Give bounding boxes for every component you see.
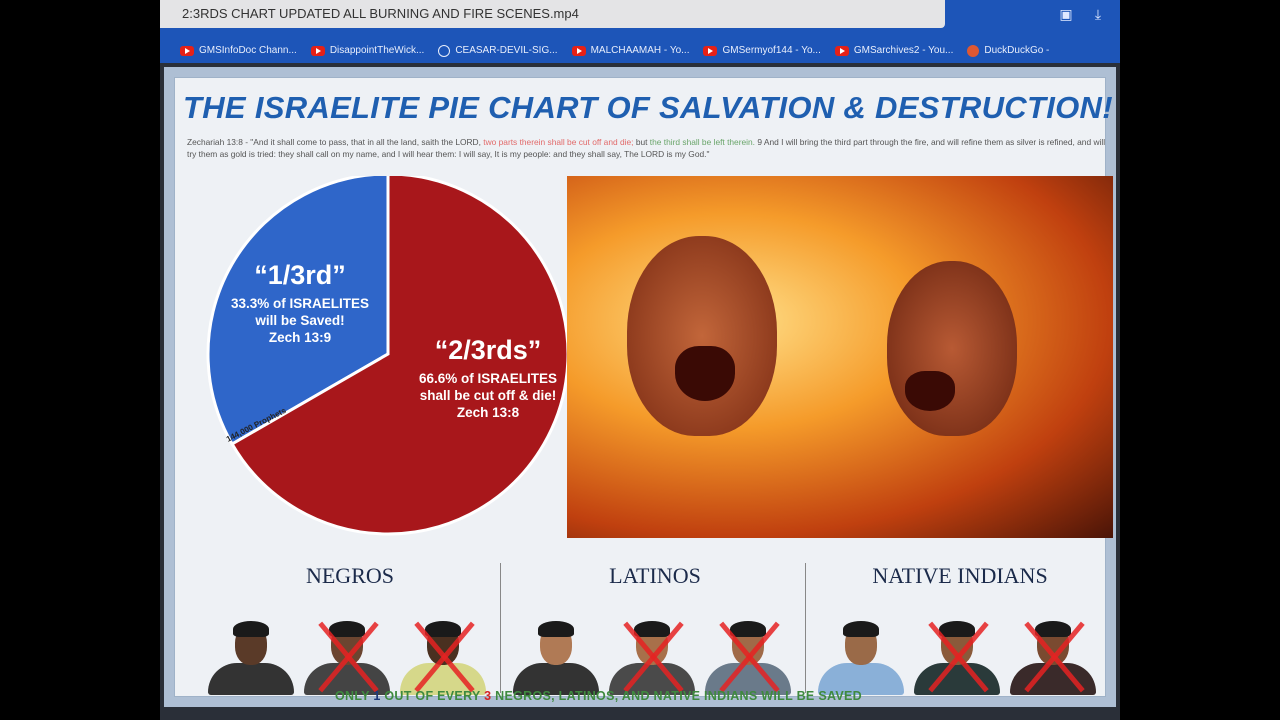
bookmark-item[interactable]: GMSermyof144 - Yo... bbox=[703, 40, 821, 61]
youtube-icon bbox=[703, 45, 718, 56]
youtube-icon bbox=[180, 45, 194, 56]
bookmark-label: DuckDuckGo - bbox=[984, 45, 1050, 56]
red-x-icon bbox=[617, 617, 687, 697]
red-x-icon bbox=[1018, 617, 1088, 697]
download-icon[interactable]: ⤓ bbox=[1094, 6, 1102, 22]
bookmark-item[interactable]: GMSInfoDoc Chann... bbox=[180, 40, 297, 61]
bookmark-label: MALCHAAMAH - Yo... bbox=[590, 45, 690, 56]
red-x-icon bbox=[312, 617, 382, 697]
woman-face bbox=[887, 261, 1017, 436]
groups-section: NEGROS LATINOS NATIVE INDIANS bbox=[200, 553, 1115, 708]
bookmark-item[interactable]: DuckDuckGo - bbox=[967, 40, 1049, 61]
bookmark-item[interactable]: GMSarchives2 - You... bbox=[834, 40, 954, 61]
red-x-icon bbox=[713, 617, 783, 697]
red-x-icon bbox=[408, 617, 478, 697]
divider bbox=[805, 563, 806, 693]
slice-label-line: Zech 13:8 bbox=[457, 405, 520, 420]
pie-slice-2 bbox=[230, 176, 570, 536]
person-avatar bbox=[208, 621, 294, 695]
page-content: THE ISRAELITE PIE CHART OF SALVATION & D… bbox=[160, 63, 1120, 720]
footer-banner: ONLY 1 OUT OF EVERY 3 NEGROS, LATINOS, A… bbox=[335, 689, 862, 703]
person-avatar bbox=[705, 621, 791, 695]
man-face bbox=[627, 236, 777, 436]
poster-title: THE ISRAELITE PIE CHART OF SALVATION & D… bbox=[183, 90, 1113, 125]
group-negros: NEGROS bbox=[200, 553, 500, 695]
bookmark-item[interactable]: DisappointTheWick... bbox=[310, 40, 425, 61]
slice-label-line: 33.3% of ISRAELITES bbox=[231, 296, 369, 311]
youtube-icon bbox=[571, 45, 586, 56]
person-avatar bbox=[818, 621, 904, 695]
group-title: LATINOS bbox=[609, 563, 701, 588]
youtube-icon bbox=[310, 45, 325, 56]
address-text: 2:3RDS CHART UPDATED ALL BURNING AND FIR… bbox=[182, 6, 579, 21]
bookmarks-bar: GMSInfoDoc Chann... DisappointTheWick... C… bbox=[160, 33, 1120, 61]
duckduckgo-icon bbox=[967, 44, 980, 57]
slice-label-line: 66.6% of ISRAELITES bbox=[419, 371, 557, 386]
youtube-icon bbox=[834, 45, 849, 56]
address-bar[interactable]: 2:3RDS CHART UPDATED ALL BURNING AND FIR… bbox=[160, 0, 945, 28]
poster-image: THE ISRAELITE PIE CHART OF SALVATION & D… bbox=[164, 67, 1116, 707]
bookmark-label: GMSInfoDoc Chann... bbox=[199, 45, 297, 56]
person-avatar bbox=[513, 621, 599, 695]
group-title: NEGROS bbox=[305, 563, 394, 588]
pie-chart: “1/3rd” 33.3% of ISRAELITES will be Saved!… bbox=[206, 176, 570, 536]
group-title: NATIVE INDIANS bbox=[872, 563, 1048, 588]
pie-slice-1 bbox=[206, 176, 390, 447]
slice-label-line: Zech 13:9 bbox=[269, 330, 331, 345]
bookmark-label: GMSarchives2 - You... bbox=[853, 45, 954, 56]
red-x-icon bbox=[922, 617, 992, 697]
group-latinos: LATINOS bbox=[505, 553, 805, 695]
person-avatar bbox=[1010, 621, 1096, 695]
group-native-indians: NATIVE INDIANS bbox=[810, 553, 1110, 695]
divider bbox=[500, 563, 501, 693]
bookmark-item[interactable]: MALCHAAMAH - Yo... bbox=[571, 40, 690, 61]
slice-label-line: shall be cut off & die! bbox=[420, 388, 557, 403]
bookmark-label: CEASAR-DEVIL-SIG... bbox=[455, 45, 558, 56]
pocket-icon[interactable]: ▣ bbox=[1059, 6, 1073, 22]
bookmark-item[interactable]: CEASAR-DEVIL-SIG... bbox=[438, 40, 558, 61]
slice-label-line: will be Saved! bbox=[254, 313, 344, 328]
monitor-screen: 2:3RDS CHART UPDATED ALL BURNING AND FIR… bbox=[160, 0, 1120, 720]
wordpress-icon bbox=[438, 44, 451, 57]
slice-heading: “2/3rds” bbox=[435, 335, 542, 365]
scripture-verse: Zechariah 13:8 - "And it shall come to p… bbox=[187, 137, 1106, 159]
person-avatar bbox=[609, 621, 695, 695]
person-avatar bbox=[914, 621, 1000, 695]
fire-image bbox=[567, 176, 1113, 538]
bookmark-label: GMSermyof144 - Yo... bbox=[722, 45, 821, 56]
bookmark-label: DisappointTheWick... bbox=[329, 45, 425, 56]
slice-heading: “1/3rd” bbox=[254, 260, 346, 290]
person-avatar bbox=[304, 621, 390, 695]
person-avatar bbox=[400, 621, 486, 695]
